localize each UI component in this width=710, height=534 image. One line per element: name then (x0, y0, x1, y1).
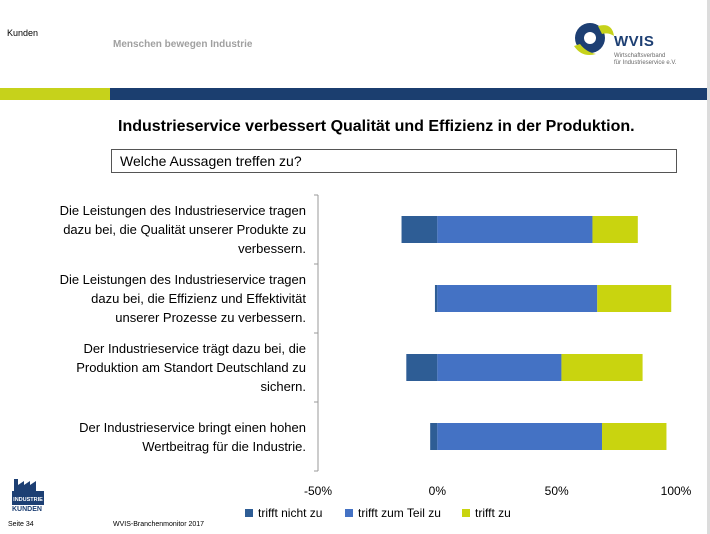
legend-label: trifft nicht zu (258, 506, 323, 520)
category-label-line: dazu bei, die Qualität unserer Produkte … (63, 222, 306, 237)
x-tick-label: 50% (545, 484, 569, 498)
bar-trifft-zum-teil-zu (437, 354, 562, 381)
industrie-kunden-badge-icon: INDUSTRIE (12, 479, 44, 505)
bar-trifft-zum-teil-zu (437, 216, 593, 243)
section-label: Kunden (7, 28, 39, 38)
header-band-green (0, 88, 110, 100)
badge-text: INDUSTRIE (13, 497, 43, 503)
x-tick-label: 100% (661, 484, 692, 498)
question-text: Welche Aussagen treffen zu? (120, 153, 302, 169)
category-label-line: verbessern. (238, 241, 306, 256)
slide-title: Industrieservice verbessert Qualität und… (118, 118, 635, 135)
header-band-navy (110, 88, 707, 100)
logo-wordmark: WVIS (614, 33, 655, 50)
legend-swatch (245, 509, 253, 517)
bar-trifft-zu (597, 285, 672, 312)
category-label-line: Wertbeitrag für die Industrie. (142, 438, 306, 454)
legend-item-trifft-zum-teil-zu: trifft zum Teil zu (345, 506, 441, 520)
bar-trifft-nicht-zu (434, 285, 438, 312)
bar-trifft-zum-teil-zu (437, 285, 598, 312)
logo-subtitle-line: für Industrieservice e.V. (614, 60, 677, 66)
legend-swatch (345, 509, 353, 517)
category-label-line: unserer Prozesse zu verbessern. (115, 310, 306, 325)
category-label-line: sichern. (260, 379, 306, 394)
x-tick-label: -50% (304, 484, 332, 498)
legend-label: trifft zum Teil zu (358, 506, 441, 520)
x-tick-label: 0% (429, 484, 447, 498)
category-label-line: Produktion am Standort Deutschland zu (76, 360, 306, 375)
category-label-line: dazu bei, die Effizienz und Effektivität (91, 291, 306, 306)
footer-source: WVIS-Branchenmonitor 2017 (113, 521, 205, 528)
logo-subtitle-line: Wirtschaftsverband (614, 53, 666, 59)
category-label-line: Die Leistungen des Industrieservice trag… (59, 272, 306, 287)
category-label-line: Der Industrieservice bringt einen hohen (79, 419, 306, 435)
logo-subtitle: Wirtschaftsverband für Industrieservice … (614, 53, 676, 67)
legend-item-trifft-nicht-zu: trifft nicht zu (245, 506, 322, 520)
category-label: Der Industrieservice bringt einen hohen W… (6, 418, 306, 456)
badge-kunden-text: KUNDEN (12, 506, 42, 513)
page-number: Seite 34 (8, 521, 34, 528)
wvis-logo-icon (574, 23, 614, 55)
category-label: Der Industrieservice trägt dazu bei, die… (6, 339, 306, 396)
slide-edge (707, 0, 710, 534)
bar-trifft-nicht-zu (401, 216, 438, 243)
bar-trifft-zum-teil-zu (437, 423, 603, 450)
legend-item-trifft-zu: trifft zu (462, 506, 511, 520)
category-label-line: Die Leistungen des Industrieservice trag… (59, 203, 306, 218)
legend-label: trifft zu (475, 506, 511, 520)
bar-trifft-zu (561, 354, 643, 381)
category-label: Die Leistungen des Industrieservice trag… (6, 270, 306, 327)
bar-trifft-zu (602, 423, 667, 450)
category-label-line: Der Industrieservice trägt dazu bei, die (83, 341, 306, 356)
category-label: Die Leistungen des Industrieservice trag… (6, 201, 306, 258)
bar-trifft-zu (592, 216, 638, 243)
bar-trifft-nicht-zu (430, 423, 438, 450)
legend-swatch (462, 509, 470, 517)
question-box (111, 149, 677, 173)
bar-trifft-nicht-zu (406, 354, 438, 381)
tagline: Menschen bewegen Industrie (113, 39, 253, 50)
